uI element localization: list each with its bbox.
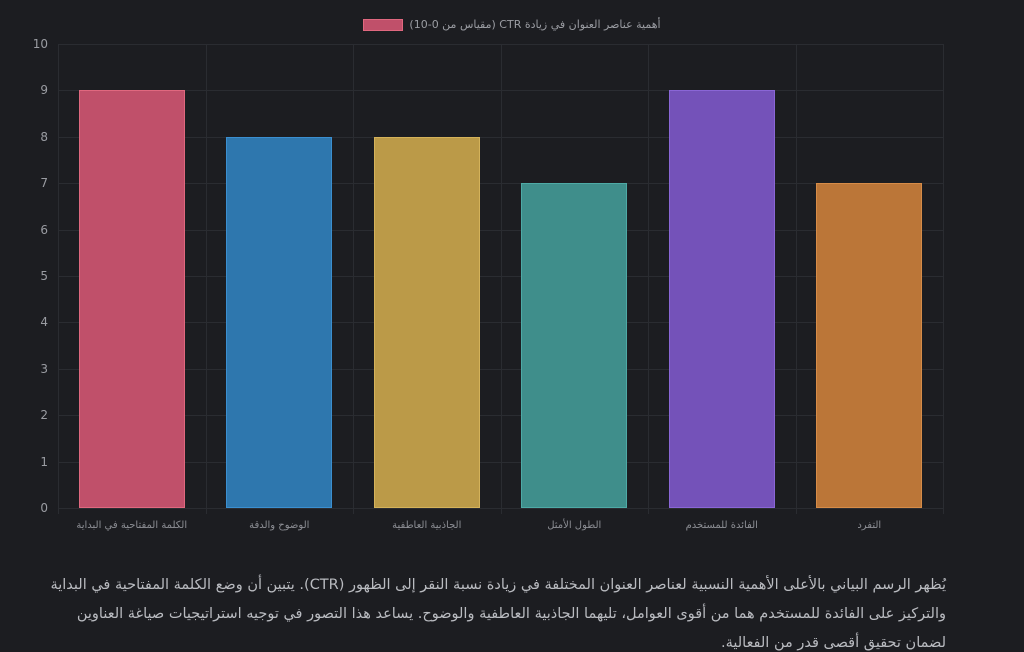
bar[interactable] (373, 136, 480, 508)
y-tick-label: 8 (40, 129, 48, 144)
gridline-vertical (353, 44, 354, 514)
x-tick-label: الكلمة المفتاحية في البداية (76, 520, 188, 531)
y-tick-label: 4 (40, 315, 48, 330)
x-tick-label: الفائدة للمستخدم (685, 520, 758, 531)
bar[interactable] (668, 90, 775, 508)
gridline-vertical (943, 44, 944, 514)
chart-caption: يُظهر الرسم البياني بالأعلى الأهمية النس… (50, 576, 946, 651)
bar[interactable] (816, 183, 923, 508)
gridline-vertical (648, 44, 649, 514)
y-tick-label: 6 (40, 222, 48, 237)
bar[interactable] (521, 183, 628, 508)
y-tick-label: 5 (40, 269, 48, 283)
plot-area (58, 44, 944, 514)
x-tick-label: الطول الأمثل (547, 520, 602, 531)
x-tick-label: التفرد (857, 520, 882, 531)
y-tick-label: 7 (40, 176, 48, 191)
y-tick-label: 2 (40, 408, 48, 423)
gridline-vertical (795, 44, 797, 514)
y-tick-label: 1 (40, 454, 48, 469)
legend-item[interactable]: أهمية عناصر العنوان في زيادة CTR (مقياس … (363, 18, 661, 31)
gridline-vertical (205, 44, 207, 514)
y-tick-label: 10 (32, 37, 48, 51)
y-tick-label: 3 (40, 361, 48, 376)
y-tick-label: 9 (40, 83, 48, 98)
bar[interactable] (226, 136, 333, 508)
legend-label: أهمية عناصر العنوان في زيادة CTR (مقياس … (409, 18, 661, 31)
y-tick-label: 0 (40, 501, 48, 515)
x-tick-label: الوضوح والدقة (249, 520, 310, 531)
chart-legend: أهمية عناصر العنوان في زيادة CTR (مقياس … (0, 18, 1024, 31)
bar[interactable] (78, 90, 185, 508)
gridline-vertical (500, 44, 502, 514)
x-tick-label: الجاذبية العاطفية (392, 520, 462, 531)
legend-swatch (363, 18, 404, 31)
gridline-vertical (58, 44, 59, 514)
